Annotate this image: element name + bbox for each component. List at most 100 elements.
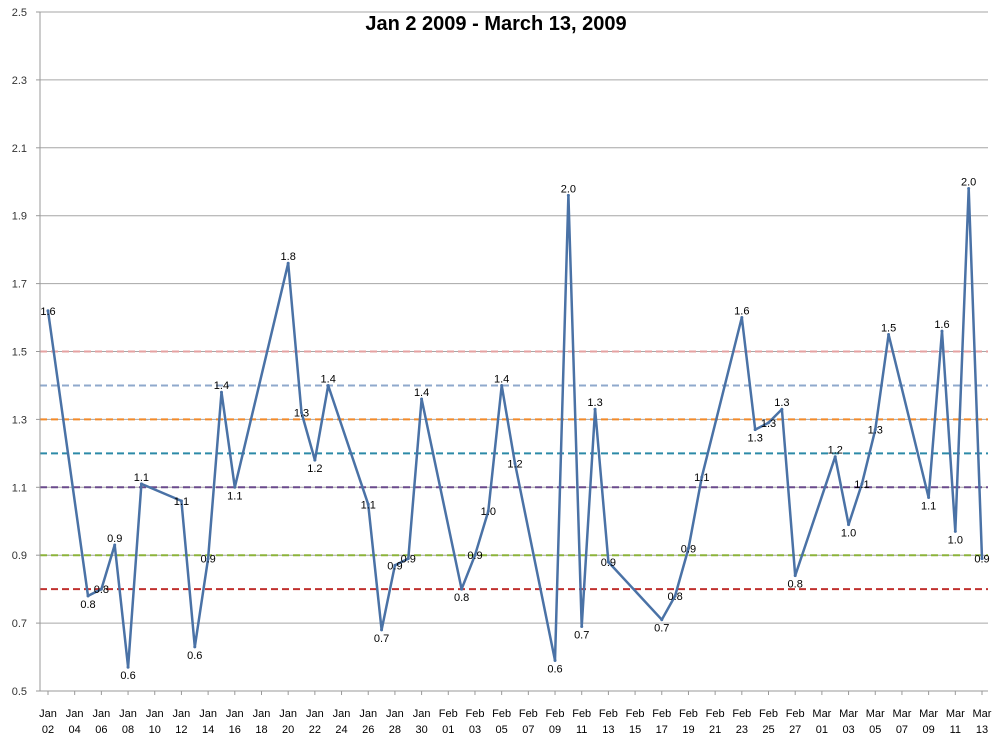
data-label: 0.9 (107, 533, 122, 545)
x-tick-label-day: 21 (709, 724, 721, 736)
data-point (113, 543, 117, 547)
data-label: 1.1 (174, 496, 189, 508)
data-label: 1.1 (361, 499, 376, 511)
x-tick-label-month: Feb (679, 708, 698, 720)
data-label: 1.8 (281, 251, 296, 263)
data-labels: 1.6 0.8 0.8 0.9 0.6 1.1 1.1 0.6 0.9 1.4 1.1 1.8 1.3 1… (40, 177, 989, 683)
x-tick-label-day: 14 (202, 724, 214, 736)
data-point (873, 428, 877, 432)
x-tick-label-month: Jan (386, 708, 404, 720)
x-tick-label-day: 11 (576, 724, 587, 736)
x-tick-label-month: Mar (973, 708, 992, 720)
data-point (780, 407, 784, 411)
data-point (860, 482, 864, 486)
x-tick-label-month: Jan (173, 708, 191, 720)
data-label: 1.4 (414, 387, 429, 399)
x-tick-label-month: Feb (599, 708, 618, 720)
data-label: 0.6 (120, 670, 135, 682)
x-tick-label-month: Feb (786, 708, 805, 720)
data-label: 0.9 (681, 543, 696, 555)
x-tick-label-month: Mar (866, 708, 885, 720)
x-tick-label-day: 17 (656, 724, 668, 736)
data-point (980, 557, 984, 561)
data-label: 1.1 (134, 472, 149, 484)
data-point (513, 462, 517, 466)
x-tick-label-day: 11 (950, 724, 961, 736)
series-line (46, 187, 984, 669)
data-point (660, 618, 664, 622)
x-tick-label-month: Jan (199, 708, 217, 720)
data-point (139, 482, 143, 486)
x-tick-label-day: 22 (309, 724, 321, 736)
data-label: 0.7 (654, 623, 669, 635)
x-tick-label-month: Feb (519, 708, 538, 720)
data-label: 1.0 (481, 506, 496, 518)
y-tick-label: 1.9 (12, 211, 27, 223)
x-tick-label-month: Feb (732, 708, 751, 720)
x-tick-label-month: Feb (465, 708, 484, 720)
data-point (753, 428, 757, 432)
data-point (593, 407, 597, 411)
data-point (460, 587, 464, 591)
data-label: 0.9 (601, 557, 616, 569)
x-tick-label-day: 09 (923, 724, 935, 736)
data-label: 0.8 (667, 591, 682, 603)
x-tick-label-day: 06 (95, 724, 107, 736)
x-tick-label-month: Jan (92, 708, 110, 720)
data-label: 1.4 (214, 380, 229, 392)
data-label: 0.7 (374, 633, 389, 645)
x-tick-label-day: 19 (682, 724, 694, 736)
data-label: 1.1 (227, 490, 242, 502)
data-label: 1.1 (854, 479, 869, 491)
x-tick-label-month: Mar (919, 708, 938, 720)
data-label: 1.3 (294, 408, 309, 420)
y-tick-label: 2.1 (12, 143, 27, 155)
x-tick-label-month: Jan (279, 708, 297, 720)
x-tick-label-day: 25 (762, 724, 774, 736)
x-tick-label-day: 08 (122, 724, 134, 736)
data-point (740, 316, 744, 320)
x-tick-label-month: Feb (652, 708, 671, 720)
data-point (219, 390, 223, 394)
x-tick-label-day: 07 (896, 724, 908, 736)
data-label: 1.4 (321, 373, 336, 385)
data-label: 0.6 (547, 663, 562, 675)
x-tick-label-month: Feb (572, 708, 591, 720)
data-point (566, 193, 570, 197)
data-point (673, 594, 677, 598)
x-tick-label-day: 20 (282, 724, 294, 736)
data-point (326, 383, 330, 387)
x-tick-label-month: Jan (306, 708, 324, 720)
data-label: 1.6 (40, 306, 55, 318)
x-tick-label-day: 18 (255, 724, 267, 736)
y-tick-label: 1.5 (12, 347, 27, 359)
data-point (767, 421, 771, 425)
data-label: 0.9 (974, 554, 989, 566)
data-label: 0.9 (401, 554, 416, 566)
data-point (99, 587, 103, 591)
x-tick-label-month: Feb (492, 708, 511, 720)
data-point (86, 594, 90, 598)
x-tick-label-day: 05 (496, 724, 508, 736)
x-tick-label-day: 16 (229, 724, 241, 736)
data-label: 1.3 (761, 418, 776, 430)
x-tick-label-day: 10 (149, 724, 161, 736)
data-label: 0.9 (200, 554, 215, 566)
y-tick-label: 0.5 (12, 686, 27, 698)
x-tick-label-day: 26 (362, 724, 374, 736)
data-label: 0.6 (187, 650, 202, 662)
y-tick-label: 1.7 (12, 279, 27, 291)
x-tick-label-day: 13 (602, 724, 614, 736)
data-point (553, 658, 557, 662)
data-label: 1.0 (841, 528, 856, 540)
y-tick-label: 0.7 (12, 618, 27, 630)
data-point (126, 665, 130, 669)
x-tick-label-month: Feb (439, 708, 458, 720)
data-point (46, 309, 50, 313)
x-tick-label-day: 15 (629, 724, 641, 736)
data-point (700, 475, 704, 479)
x-tick-label-day: 01 (442, 724, 454, 736)
data-label: 1.4 (494, 373, 509, 385)
x-tick-label-day: 12 (175, 724, 187, 736)
data-point (686, 546, 690, 550)
